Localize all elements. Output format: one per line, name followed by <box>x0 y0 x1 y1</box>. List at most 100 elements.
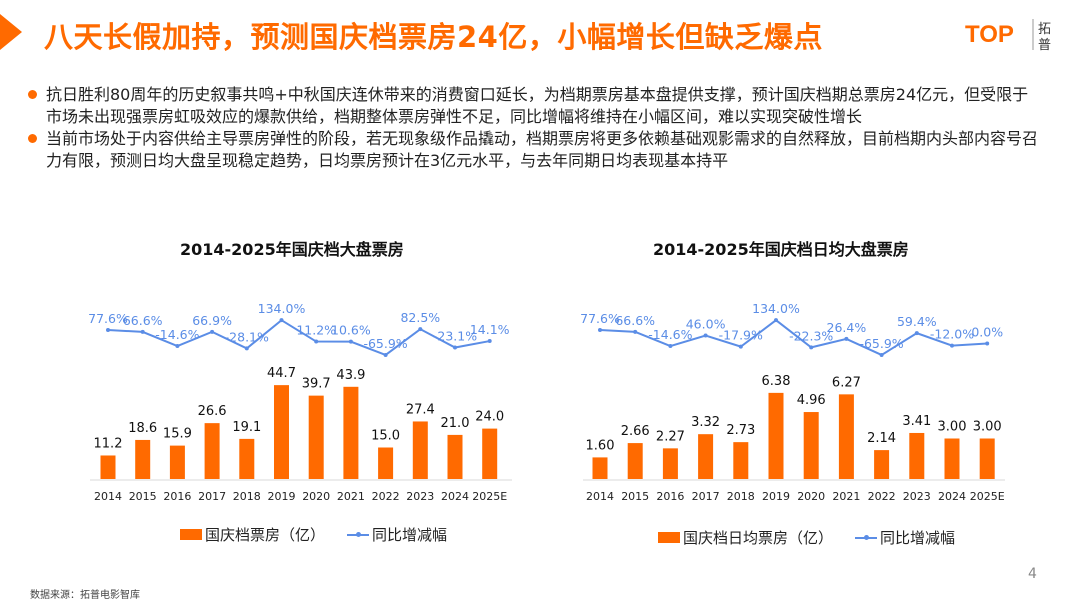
bar-data-label: 2.66 <box>621 424 650 439</box>
bar <box>733 442 749 479</box>
top-logo: TOP 拓 普 <box>965 19 1051 53</box>
x-tick-label: 2018 <box>727 490 755 503</box>
bar-data-label: 44.7 <box>267 366 296 381</box>
bar <box>378 447 394 479</box>
bar <box>662 448 678 479</box>
bar <box>768 392 784 479</box>
x-tick-label: 2025E <box>970 490 1005 503</box>
bullet-dot-icon <box>28 134 37 143</box>
line-point <box>487 339 492 344</box>
bar-data-label: 24.0 <box>475 410 504 425</box>
x-tick-label: 2018 <box>233 490 261 503</box>
line-point <box>453 345 457 350</box>
bar <box>979 438 995 479</box>
line-data-label: 77.6% <box>580 311 620 326</box>
x-tick-label: 2017 <box>198 490 226 503</box>
bullet-item: 当前市场处于内容供给主导票房弹性的阶段，若无现象级作品撬动，档期票房将更多依赖基… <box>28 128 1038 172</box>
bar-data-label: 6.27 <box>832 375 861 390</box>
bar <box>447 434 463 479</box>
line-point <box>140 329 145 334</box>
x-tick-label: 2022 <box>868 490 896 503</box>
line-data-label: -28.1% <box>225 329 269 344</box>
growth-line <box>107 318 490 357</box>
bar-data-label: 27.4 <box>406 402 435 417</box>
bullet-dot-icon <box>28 90 37 99</box>
bar <box>698 434 714 479</box>
bar-data-label: 19.1 <box>232 420 261 435</box>
line-data-label: -14.6% <box>648 327 692 342</box>
line-point <box>175 344 180 349</box>
line-data-label: -14.6% <box>155 327 199 342</box>
bar <box>274 385 289 479</box>
line-point <box>383 352 388 357</box>
bar <box>204 423 220 479</box>
x-tick-label: 2025E <box>472 490 507 503</box>
bar-data-label: 39.7 <box>302 377 331 392</box>
line-data-label: 46.0% <box>686 316 726 331</box>
bar-data-label: 18.6 <box>128 421 157 436</box>
line-point <box>844 336 849 341</box>
x-tick-label: 2016 <box>656 490 684 503</box>
x-tick-label: 2015 <box>621 490 649 503</box>
bar-data-label: 3.32 <box>691 415 720 430</box>
bar <box>135 439 151 479</box>
bar <box>100 455 116 479</box>
line-data-label: 26.4% <box>827 320 867 335</box>
bar <box>803 412 819 479</box>
bar-data-label: 4.96 <box>797 393 826 408</box>
line-point <box>879 352 884 357</box>
line-point <box>210 329 215 334</box>
bar-data-label: 3.00 <box>973 420 1002 435</box>
bar <box>308 395 324 479</box>
line-data-label: 66.6% <box>615 313 655 328</box>
bar-data-label: 1.60 <box>586 438 615 453</box>
growth-line <box>599 318 988 357</box>
line-data-label: 77.6% <box>88 311 128 326</box>
x-tick-label: 2022 <box>372 490 400 503</box>
legend-line-label: 同比增减幅 <box>372 526 448 544</box>
line-data-label: 82.5% <box>400 310 440 325</box>
logo-cn-1: 拓 <box>1038 22 1051 37</box>
line-point <box>703 333 708 338</box>
bar-data-label: 3.00 <box>938 420 967 435</box>
x-tick-label: 2023 <box>406 490 434 503</box>
bar <box>412 421 428 479</box>
bar <box>482 428 498 479</box>
x-tick-label: 2019 <box>268 490 296 503</box>
line-swatch-icon <box>855 535 878 540</box>
bar-data-label: 15.9 <box>163 427 192 442</box>
line-swatch-icon <box>347 532 370 537</box>
bar-data-label: 21.0 <box>441 416 470 431</box>
x-tick-label: 2015 <box>129 490 157 503</box>
line-data-label: -12.0% <box>930 327 974 342</box>
line-data-label: -23.1% <box>433 329 477 344</box>
bar <box>343 386 359 479</box>
bar-data-label: 2.73 <box>726 423 755 438</box>
line-point <box>633 329 638 334</box>
x-tick-label: 2014 <box>94 490 122 503</box>
chart1-title: 2014-2025年国庆档大盘票房 <box>180 240 404 259</box>
svg-text:TOP: TOP <box>965 21 1014 48</box>
bar <box>169 445 185 479</box>
legend-bar-label: 国庆档日均票房（亿） <box>683 529 834 547</box>
bar-data-label: 6.38 <box>762 374 791 389</box>
line-point <box>279 318 284 323</box>
line-data-label: 66.6% <box>123 313 163 328</box>
bar-data-label: 3.41 <box>902 414 931 429</box>
legend-line-label: 同比增减幅 <box>880 529 956 547</box>
line-data-label: 11.2% <box>296 323 336 338</box>
x-tick-label: 2020 <box>302 490 330 503</box>
x-tick-label: 2021 <box>337 490 365 503</box>
line-point <box>950 343 954 348</box>
bullet-list: 抗日胜利80周年的历史叙事共鸣+中秋国庆连休带来的消费窗口延长，为档期票房基本盘… <box>28 84 1038 172</box>
bar-data-label: 15.0 <box>371 429 400 444</box>
chart2-legend: 国庆档日均票房（亿） 同比增减幅 <box>658 527 955 548</box>
bar <box>239 438 255 479</box>
line-point <box>244 346 249 351</box>
x-tick-label: 2019 <box>762 490 790 503</box>
page-title: 八天长假加持，预测国庆档票房24亿，小幅增长但缺乏爆点 <box>44 20 823 54</box>
x-tick-label: 2021 <box>832 490 860 503</box>
line-point <box>809 345 814 350</box>
page-number: 4 <box>1028 566 1037 582</box>
